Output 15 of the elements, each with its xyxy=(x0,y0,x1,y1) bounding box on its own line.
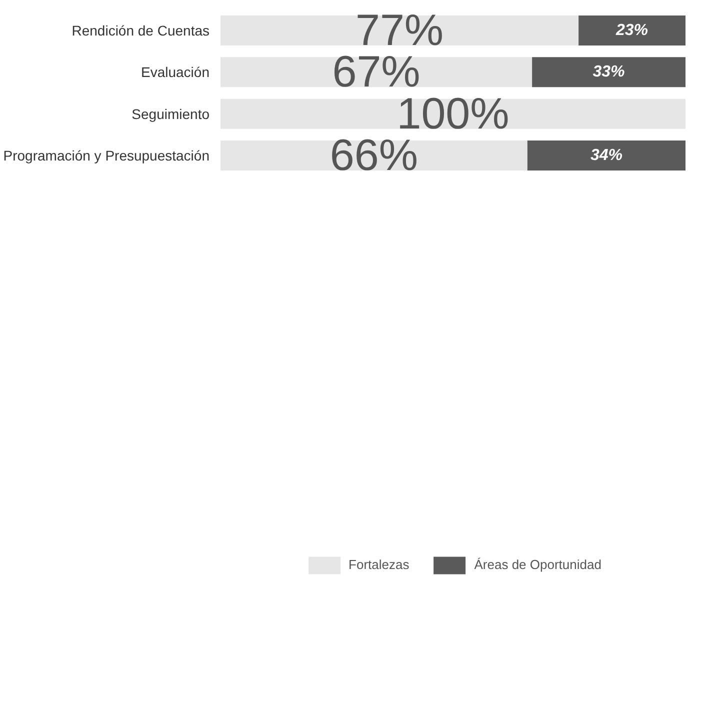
bar xyxy=(220,16,579,46)
y-tick-label: Evaluación xyxy=(141,64,210,80)
legend-label: Fortalezas xyxy=(348,557,410,572)
bar xyxy=(220,57,532,88)
bar xyxy=(220,98,686,129)
y-tick-label: Seguimiento xyxy=(132,106,210,122)
y-tick-label: Programación y Presupuestación xyxy=(3,148,210,164)
y-tick-label: Rendición de Cuentas xyxy=(72,22,210,38)
legend-label: Áreas de Oportunidad xyxy=(474,557,602,572)
bar xyxy=(578,16,686,46)
data-label: 23% xyxy=(615,22,648,39)
bar xyxy=(532,57,686,88)
data-label: 33% xyxy=(592,64,625,81)
bar xyxy=(527,140,686,170)
data-label: 34% xyxy=(590,147,622,164)
